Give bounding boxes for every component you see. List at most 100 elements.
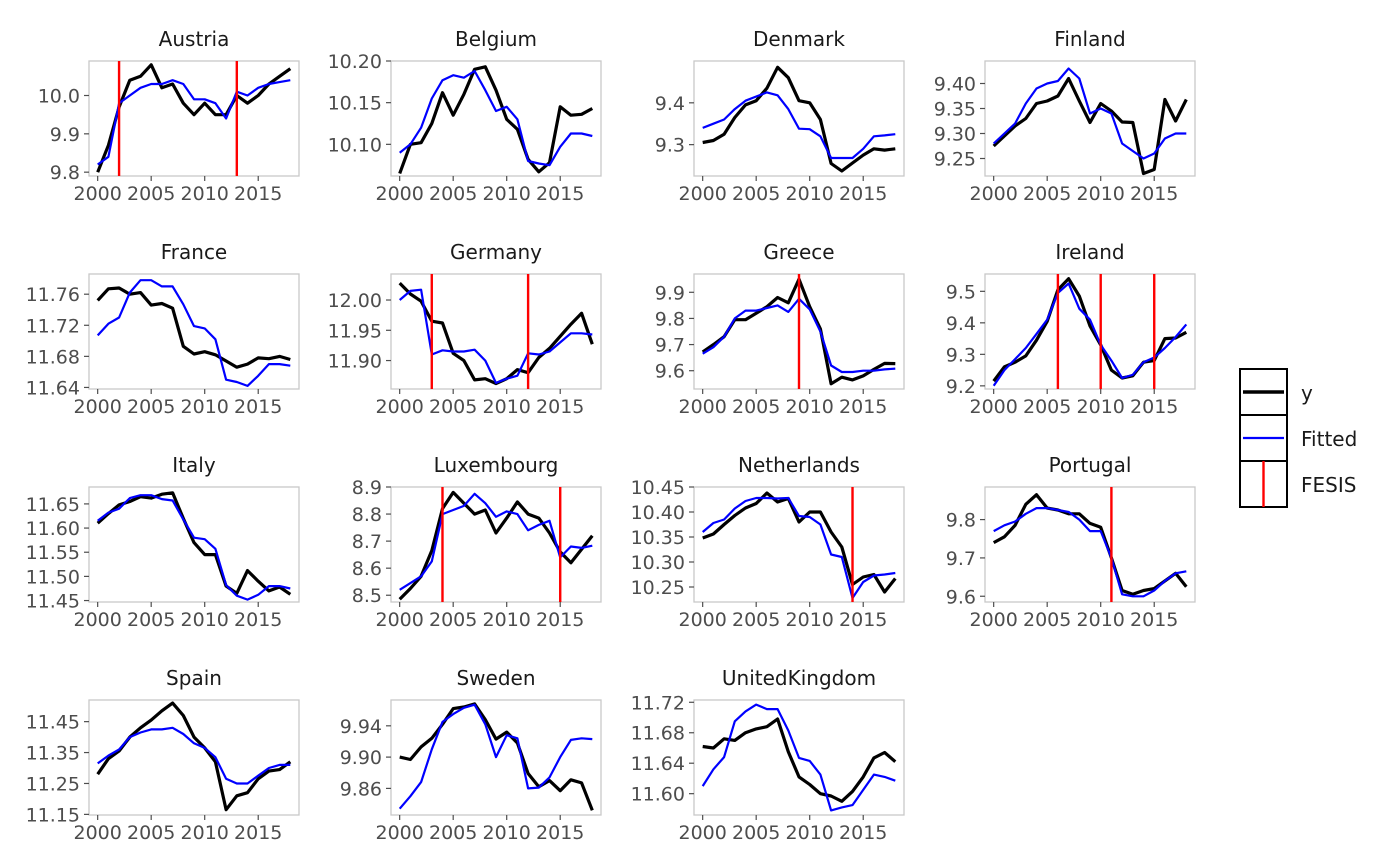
y-tick-label: 9.35 (934, 99, 976, 121)
x-tick-label: 2010 (181, 822, 229, 844)
x-tick-label: 2005 (429, 609, 477, 631)
panel-title: Germany (450, 240, 542, 264)
y-tick-label: 10.45 (631, 477, 685, 499)
x-tick-label: 2005 (732, 183, 780, 205)
x-tick-label: 2015 (536, 396, 584, 418)
series-fitted-line (701, 703, 896, 812)
panel-finland: Finland 2000 2005 2010 2015 9.25 9.30 9.35 9.40 (934, 27, 1196, 205)
x-tick-label: 2000 (375, 183, 423, 205)
series-y-line (398, 65, 594, 175)
x-tick-label: 2015 (234, 609, 282, 631)
y-tick-label: 8.8 (352, 504, 382, 526)
y-tick-label: 9.9 (50, 124, 80, 146)
panel-title: Ireland (1055, 240, 1124, 264)
y-tick-label: 9.3 (655, 135, 685, 157)
y-tick-label: 9.6 (946, 586, 976, 608)
y-tick-label: 11.25 (26, 773, 80, 795)
panel-frame (390, 486, 602, 603)
panel-frame (693, 486, 905, 603)
y-tick-label: 10.35 (631, 527, 685, 549)
y-tick-label: 9.6 (655, 361, 685, 383)
y-tick-label: 11.72 (26, 315, 80, 337)
y-tick-label: 11.72 (631, 692, 685, 714)
y-tick-label: 9.25 (934, 149, 976, 171)
legend: y Fitted FESIS (1239, 368, 1357, 508)
x-tick-label: 2005 (429, 396, 477, 418)
x-tick-label: 2000 (969, 183, 1017, 205)
x-tick-label: 2000 (73, 822, 121, 844)
x-tick-label: 2010 (786, 396, 834, 418)
x-tick-label: 2010 (1077, 183, 1125, 205)
y-tick-label: 11.55 (26, 542, 80, 564)
x-tick-label: 2000 (969, 396, 1017, 418)
x-tick-label: 2015 (1130, 609, 1178, 631)
x-tick-label: 2005 (732, 396, 780, 418)
panel-title: Greece (763, 240, 834, 264)
x-tick-label: 2015 (839, 183, 887, 205)
y-tick-label: 9.4 (655, 93, 685, 115)
y-tick-label: 10.15 (328, 93, 382, 115)
series-fitted-line (399, 69, 593, 167)
panel-title: Belgium (455, 27, 537, 51)
y-tick-label: 10.0 (38, 86, 80, 108)
x-tick-label: 2000 (375, 822, 423, 844)
y-tick-label: 9.5 (946, 281, 976, 303)
panel-title: Netherlands (738, 453, 860, 477)
y-tick-label: 11.90 (328, 351, 382, 373)
panel-belgium: Belgium 2000 2005 2010 2015 10.10 10.15 10.20 (328, 27, 602, 205)
y-tick-label: 11.95 (328, 320, 382, 342)
x-tick-label: 2015 (839, 396, 887, 418)
x-tick-label: 2015 (536, 183, 584, 205)
panel-ireland: Ireland 2000 2005 2010 2015 9.2 9.3 9.4 9.5 (946, 240, 1196, 418)
y-tick-label: 9.2 (946, 376, 976, 398)
legend-label-fesis: FESIS (1301, 473, 1356, 497)
panel-frame (984, 60, 1196, 177)
series-y-line (96, 63, 292, 173)
x-tick-label: 2005 (732, 822, 780, 844)
panel-title: Denmark (753, 27, 845, 51)
series-y-line (399, 702, 594, 811)
series-y-line (702, 65, 896, 173)
x-tick-label: 2000 (73, 183, 121, 205)
y-tick-label: 9.8 (655, 308, 685, 330)
series-fitted-line (992, 67, 1187, 160)
x-tick-label: 2010 (181, 183, 229, 205)
x-tick-label: 2015 (234, 396, 282, 418)
x-tick-label: 2015 (234, 183, 282, 205)
x-tick-label: 2010 (1077, 609, 1125, 631)
panel-frame (88, 273, 300, 390)
y-tick-label: 9.3 (946, 344, 976, 366)
y-tick-label: 9.7 (655, 335, 685, 357)
y-tick-label: 11.45 (26, 591, 80, 613)
y-tick-label: 9.30 (934, 124, 976, 146)
series-fitted-line (701, 496, 896, 600)
y-tick-label: 10.20 (328, 51, 382, 73)
panel-title: France (161, 240, 228, 264)
series-fitted-line (702, 91, 896, 160)
y-tick-label: 10.10 (328, 134, 382, 156)
x-tick-label: 2015 (234, 822, 282, 844)
panel-frame (390, 273, 602, 390)
panel-spain: Spain 2000 2005 2010 2015 11.15 11.25 11.35 11.4… (26, 666, 300, 844)
y-tick-label: 11.60 (26, 518, 80, 540)
series-y-line (702, 491, 897, 594)
x-tick-label: 2005 (429, 183, 477, 205)
y-tick-label: 12.00 (328, 290, 382, 312)
panel-title: UnitedKingdom (722, 666, 876, 690)
panel-germany: Germany 2000 2005 2010 2015 11.90 11.95 12.00 (328, 240, 602, 418)
x-tick-label: 2010 (1077, 396, 1125, 418)
x-tick-label: 2005 (1023, 396, 1071, 418)
panel-portugal: Portugal 2000 2005 2010 2015 9.6 9.7 9.8 (946, 453, 1196, 631)
y-tick-label: 11.35 (26, 743, 80, 765)
panel-title: Spain (166, 666, 222, 690)
x-tick-label: 2000 (678, 609, 726, 631)
y-tick-label: 11.15 (26, 804, 80, 826)
panel-title: Luxembourg (434, 453, 559, 477)
x-tick-label: 2005 (127, 822, 175, 844)
x-tick-label: 2015 (1130, 396, 1178, 418)
panel-denmark: Denmark 2000 2005 2010 2015 9.3 9.4 (655, 27, 905, 205)
panel-luxembourg: Luxembourg 2000 2005 2010 2015 8.5 8.6 8.7 8.8 8.… (352, 453, 602, 631)
panel-title: Italy (172, 453, 216, 477)
